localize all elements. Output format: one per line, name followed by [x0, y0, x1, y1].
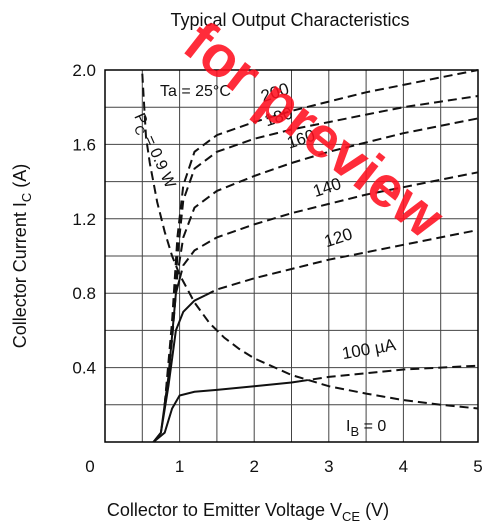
chart-title: Typical Output Characteristics	[170, 10, 409, 30]
grid	[105, 70, 478, 442]
y-axis-title: Collector Current IC (A)	[10, 164, 34, 348]
y-tick-label: 1.2	[72, 210, 96, 229]
curve-label: 120	[322, 224, 355, 251]
plot-frame	[104, 69, 479, 443]
ib-curve-120-dashed	[205, 229, 479, 296]
x-tick-label: 1	[175, 457, 184, 476]
ib-curve-pc-limit	[141, 73, 479, 410]
x-tick-label: 3	[324, 457, 333, 476]
ib-curve-160	[163, 117, 479, 405]
ib-curve-200	[163, 69, 479, 405]
curves	[141, 69, 479, 443]
curve-label: 100 µA	[341, 335, 398, 363]
temperature-annotation: Ta = 25°C	[160, 83, 231, 100]
y-tick-label: 1.6	[72, 135, 96, 154]
y-tick-label: 0.4	[72, 359, 96, 378]
x-tick-label: 5	[473, 457, 482, 476]
power-dissipation-annotation: PC = 0.9 W	[127, 111, 179, 194]
ib-curve-100A-solid	[152, 380, 300, 443]
ib-curve-100A-dashed	[298, 364, 479, 383]
y-tick-label: 2.0	[72, 61, 96, 80]
y-tick-label: 0.8	[72, 284, 96, 303]
x-axis-title: Collector to Emitter Voltage VCE (V)	[107, 500, 389, 524]
x-tick-label: 4	[399, 457, 408, 476]
ib-zero-annotation: IB = 0	[346, 418, 386, 439]
tick-labels: 0 1 2 3 4 5 0.4 0.8 1.2 1.6 2.0	[72, 61, 482, 476]
x-tick-label: 2	[249, 457, 258, 476]
x-tick-label: 0	[85, 457, 94, 476]
